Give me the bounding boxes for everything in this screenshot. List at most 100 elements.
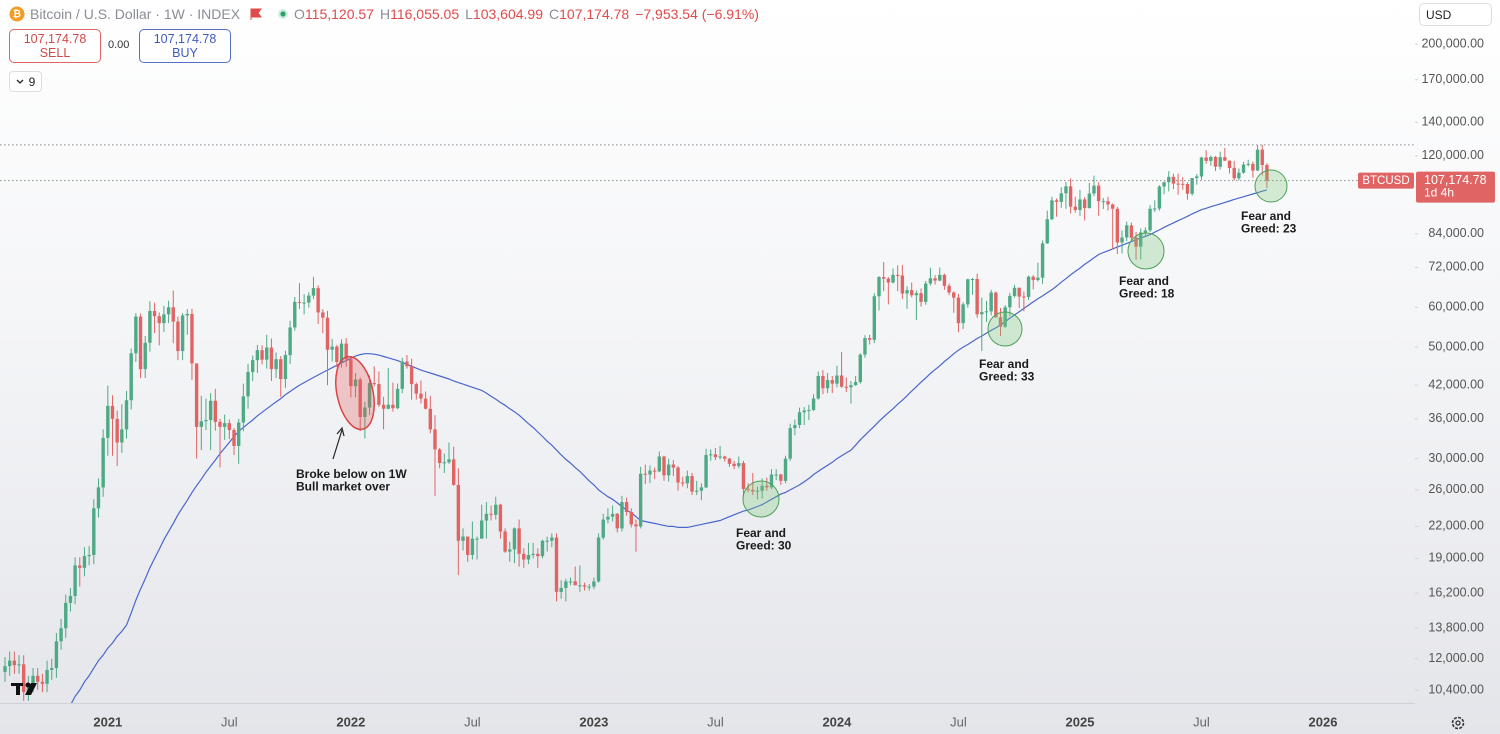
candle-body [3, 666, 7, 672]
currency-select[interactable]: USD [1419, 3, 1492, 26]
candle-body [610, 513, 615, 517]
candle-body [36, 675, 40, 682]
candle-body [442, 462, 447, 464]
candle-body [849, 385, 853, 388]
sell-price: 107,174.78 [23, 32, 87, 46]
x-tick-label: 2025 [1066, 714, 1095, 729]
candle-body [498, 504, 503, 532]
candle-body [1255, 149, 1260, 171]
candle-body [751, 489, 755, 492]
candle-body [1218, 157, 1222, 167]
candle-body [251, 360, 255, 373]
candle-body [769, 474, 774, 488]
candle-body [222, 423, 227, 427]
candle-body [26, 683, 31, 693]
candle-body [629, 511, 633, 525]
candle-body [50, 668, 54, 670]
candle-body [536, 553, 540, 557]
candle-body [970, 278, 975, 280]
candle-body [503, 531, 507, 552]
candle-body [680, 482, 685, 484]
candle-body [1064, 186, 1068, 194]
candle-body [1153, 208, 1157, 210]
price-tag [1416, 171, 1495, 203]
candle-body [1068, 186, 1073, 207]
symbol-tag-label: BTCUSD [1362, 175, 1409, 187]
y-tick-label: 60,000.00 [1428, 300, 1484, 314]
candle-body [92, 508, 96, 555]
candle-body [727, 458, 732, 464]
annotation-text: Fear and [979, 357, 1029, 371]
candle-body [1096, 185, 1101, 202]
candle-body [1143, 230, 1148, 233]
candle-body [110, 405, 115, 419]
candle-body [839, 375, 844, 387]
candle-body [311, 288, 316, 296]
candle-body [1101, 201, 1106, 203]
candle-body [40, 681, 45, 684]
x-tick-label: 2021 [93, 714, 122, 729]
candle-body [956, 297, 961, 324]
candle-body [1237, 172, 1241, 179]
y-tick-label: 10,400.00 [1428, 682, 1484, 696]
currency: USD [1426, 7, 1452, 22]
candle-body [353, 379, 358, 387]
y-tick-label: 72,000.00 [1428, 260, 1484, 274]
candle-body [176, 321, 180, 352]
candle-body [517, 528, 521, 554]
candle-body [545, 540, 549, 542]
candle-body [989, 292, 993, 312]
candle-body [1012, 287, 1017, 296]
candle-body [480, 520, 484, 539]
y-tick-label: 26,000.00 [1428, 482, 1484, 496]
y-tick-label: 19,000.00 [1428, 551, 1484, 565]
candle-body [1162, 182, 1166, 187]
candle-body [1157, 186, 1162, 209]
candle-body [732, 463, 736, 467]
settings-icon[interactable] [1451, 716, 1465, 730]
candle-body [386, 404, 390, 409]
candle-body [152, 310, 157, 317]
x-tick-label: Jul [221, 714, 238, 729]
candle-body [78, 565, 82, 568]
candle-body [1036, 277, 1040, 280]
candle-body [596, 537, 601, 582]
x-tick-label: 2022 [336, 714, 365, 729]
candle-body [919, 293, 923, 302]
candle-body [793, 424, 797, 429]
candle-body [830, 380, 834, 384]
candle-body [1073, 206, 1077, 210]
symbol-title[interactable]: Bitcoin / U.S. Dollar · 1W · INDEX [30, 6, 241, 22]
candle-body [12, 660, 17, 666]
ohlc-key: H [379, 6, 391, 22]
flag-icon[interactable] [249, 7, 263, 21]
candle-body [564, 581, 568, 588]
candle-body [1181, 183, 1185, 185]
candle-body [87, 554, 91, 557]
ohlc-key: L [465, 6, 473, 22]
candle-body [1115, 208, 1120, 243]
candle-body [704, 455, 708, 488]
y-tick-label: 22,000.00 [1428, 519, 1484, 533]
buy-button[interactable]: 107,174.78 BUY [139, 29, 231, 63]
candle-body [886, 278, 891, 283]
y-tick-label: 42,000.00 [1428, 377, 1484, 391]
x-tick-label: Jul [950, 714, 967, 729]
annotation-text: Greed: 18 [1119, 287, 1175, 301]
candle-body [475, 538, 479, 540]
sell-label: SELL [39, 46, 71, 60]
indicators-toggle[interactable]: 9 [9, 71, 42, 92]
candle-body [157, 316, 161, 324]
indicator-count: 9 [28, 74, 36, 89]
candle-body [994, 292, 998, 318]
annotation-text: Broke below on 1W [296, 467, 407, 481]
candle-body [531, 553, 535, 555]
candle-body [1003, 307, 1007, 327]
candle-body [891, 274, 895, 283]
candle-body [302, 302, 306, 304]
annotation-text: Greed: 30 [736, 539, 792, 553]
sell-button[interactable]: 107,174.78 SELL [9, 29, 101, 63]
price-change: −7,953.54 (−6.91%) [635, 6, 759, 22]
candle-body [162, 314, 166, 324]
